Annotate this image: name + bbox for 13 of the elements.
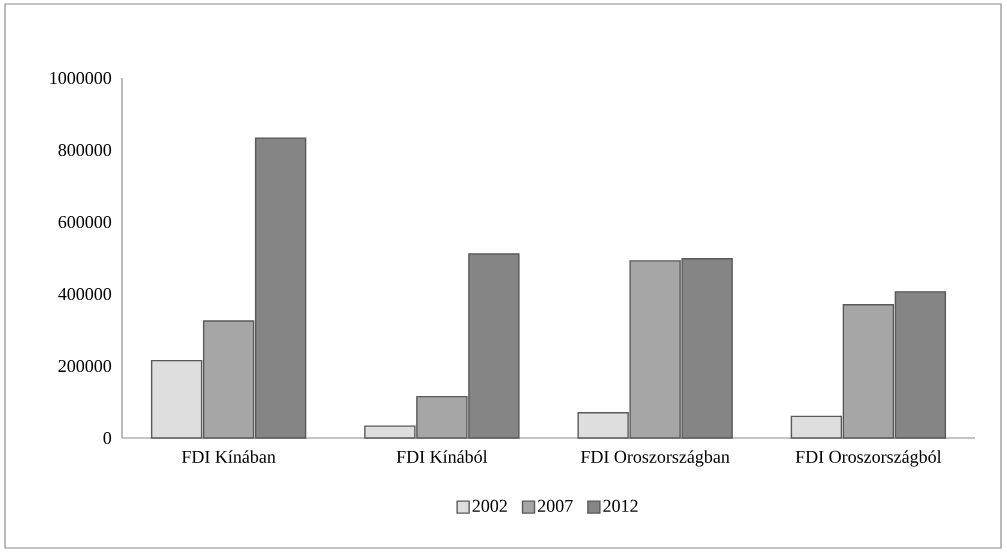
- y-tick-label: 600000: [58, 215, 112, 229]
- y-tick-label: 400000: [58, 287, 112, 301]
- legend-label: 2012: [603, 499, 638, 512]
- x-tick-label: FDI Oroszországból: [795, 450, 942, 467]
- y-tick-label: 0: [103, 431, 112, 445]
- x-tick-label: FDI Kínából: [396, 450, 488, 463]
- y-tick-label: 800000: [58, 143, 112, 157]
- x-tick-label: FDI Oroszországban: [580, 450, 730, 467]
- y-tick-label: 1000000: [50, 71, 112, 85]
- legend-label: 2007: [538, 499, 573, 512]
- y-tick-label: 200000: [58, 359, 112, 373]
- x-tick-label: FDI Kínában: [181, 450, 276, 463]
- legend-label: 2002: [472, 499, 507, 512]
